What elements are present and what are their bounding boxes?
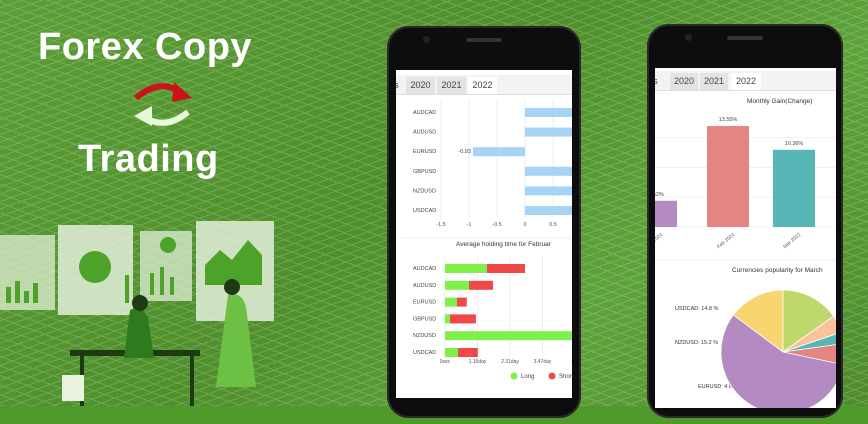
pie-slice	[782, 315, 836, 353]
bar-long	[445, 331, 572, 341]
category-label: NZDUSD	[413, 333, 436, 339]
phone-speaker	[727, 36, 763, 40]
legend-label: Long	[521, 374, 534, 380]
bar	[773, 149, 815, 227]
phone-right: s 2020 2021 2022 Monthly Gain(Change) 3.5…	[647, 24, 843, 418]
x-tick-label: 1.16day	[469, 359, 487, 365]
category-label: AUDUSD	[413, 130, 436, 136]
net-change-chart: -1.5 -1 -0.5 0 0.5 AUDCAD AUDUSD EURUSD -0.93 GBP…	[400, 100, 572, 380]
category-label: Mar 2022	[782, 232, 802, 250]
phone-speaker	[466, 38, 502, 42]
tab-partial[interactable]: s	[396, 77, 401, 94]
category-label: Feb 2022	[716, 232, 736, 250]
x-tick-label: 0	[523, 222, 526, 228]
bar	[525, 108, 572, 117]
tab-2021[interactable]: 2021	[700, 73, 728, 90]
bar	[472, 147, 525, 157]
legend-marker	[510, 372, 518, 380]
pie-slice	[720, 314, 836, 408]
category-label: NZDUSD	[413, 188, 436, 194]
x-tick-label: 0sec	[440, 359, 451, 365]
tab-2020[interactable]: 2020	[670, 73, 698, 90]
category-label: AUDCAD	[413, 266, 436, 272]
x-tick-label: 0.5	[549, 222, 557, 228]
x-tick-label: 3.47day	[534, 359, 552, 365]
bar	[525, 127, 572, 137]
data-label: -0.93	[458, 149, 471, 155]
trading-illustration	[0, 221, 274, 406]
headline-line2: Trading	[78, 138, 219, 180]
tab-2020[interactable]: 2020	[406, 77, 435, 94]
chart-title: Average holding time for Februar	[456, 241, 552, 248]
pie-label: EURUSD: 4.6 %	[698, 384, 738, 390]
bar-short	[449, 314, 476, 324]
category-label: Jan 2022	[655, 232, 664, 250]
year-tabs: s 2020 2021 2022	[396, 75, 572, 95]
chart-title: Monthly Gain(Change)	[747, 98, 812, 105]
bar	[525, 186, 572, 196]
bar-long	[445, 264, 487, 273]
x-tick-label: -0.5	[492, 222, 501, 228]
phone-camera	[423, 36, 430, 43]
x-tick-label: -1	[467, 222, 472, 228]
category-label: GBPUSD	[413, 316, 436, 322]
tab-2022[interactable]: 2022	[731, 73, 761, 90]
phone-right-screen: s 2020 2021 2022 Monthly Gain(Change) 3.5…	[655, 68, 836, 408]
x-tick-label: -1.5	[436, 222, 445, 228]
year-tabs: s 2020 2021 2022	[655, 71, 836, 91]
bar-long	[445, 348, 458, 357]
bar	[707, 126, 749, 227]
phone-left: s 2020 2021 2022 -1.5 -1 -0.5 0 0.5 AUDCAD AUD…	[387, 26, 581, 418]
pie-label: NZDUSD: 15.2 %	[675, 340, 718, 346]
tab-partial[interactable]: s	[655, 73, 660, 90]
tab-2021[interactable]: 2021	[437, 77, 466, 94]
category-label: AUDUSD	[413, 283, 436, 289]
data-label: 13.55%	[719, 117, 738, 123]
category-label: GBPUSD	[413, 169, 436, 175]
bar	[525, 206, 572, 215]
pie-label: USDCAD: 14.8 %	[675, 306, 719, 312]
bar-long	[445, 314, 450, 324]
legend-marker	[548, 372, 556, 380]
bar	[525, 166, 572, 176]
sync-arrows-icon	[134, 82, 192, 126]
bar-short	[456, 297, 467, 307]
legend-label: Short	[559, 374, 572, 380]
data-label: 3.52%	[655, 192, 664, 198]
data-label: 10.36%	[785, 141, 804, 147]
bar-long	[445, 280, 469, 290]
category-label: EURUSD	[413, 300, 436, 306]
tab-2022[interactable]: 2022	[468, 77, 497, 94]
monthly-gain-and-pie-chart: Monthly Gain(Change) 3.52% Jan 2022 13.55% F…	[655, 98, 836, 408]
phone-left-screen: s 2020 2021 2022 -1.5 -1 -0.5 0 0.5 AUDCAD AUD…	[396, 70, 572, 398]
pie-slice	[782, 289, 835, 353]
bar-short	[457, 348, 478, 357]
pie-slice	[782, 333, 836, 353]
x-tick-label: 2.31day	[501, 359, 519, 365]
bar-short	[469, 280, 493, 290]
phone-camera	[685, 34, 692, 41]
chart-title: Currencies popularity for March	[732, 267, 823, 274]
headline-line1: Forex Copy	[38, 26, 253, 68]
bar-short	[486, 264, 525, 273]
category-label: USDCAD	[413, 350, 436, 356]
pie-slice	[782, 344, 836, 364]
pie-slice	[732, 289, 784, 353]
category-label: EURUSD	[413, 149, 436, 155]
category-label: USDCAD	[413, 208, 436, 214]
bar	[655, 200, 677, 227]
category-label: AUDCAD	[413, 110, 436, 116]
bar-long	[445, 297, 457, 307]
